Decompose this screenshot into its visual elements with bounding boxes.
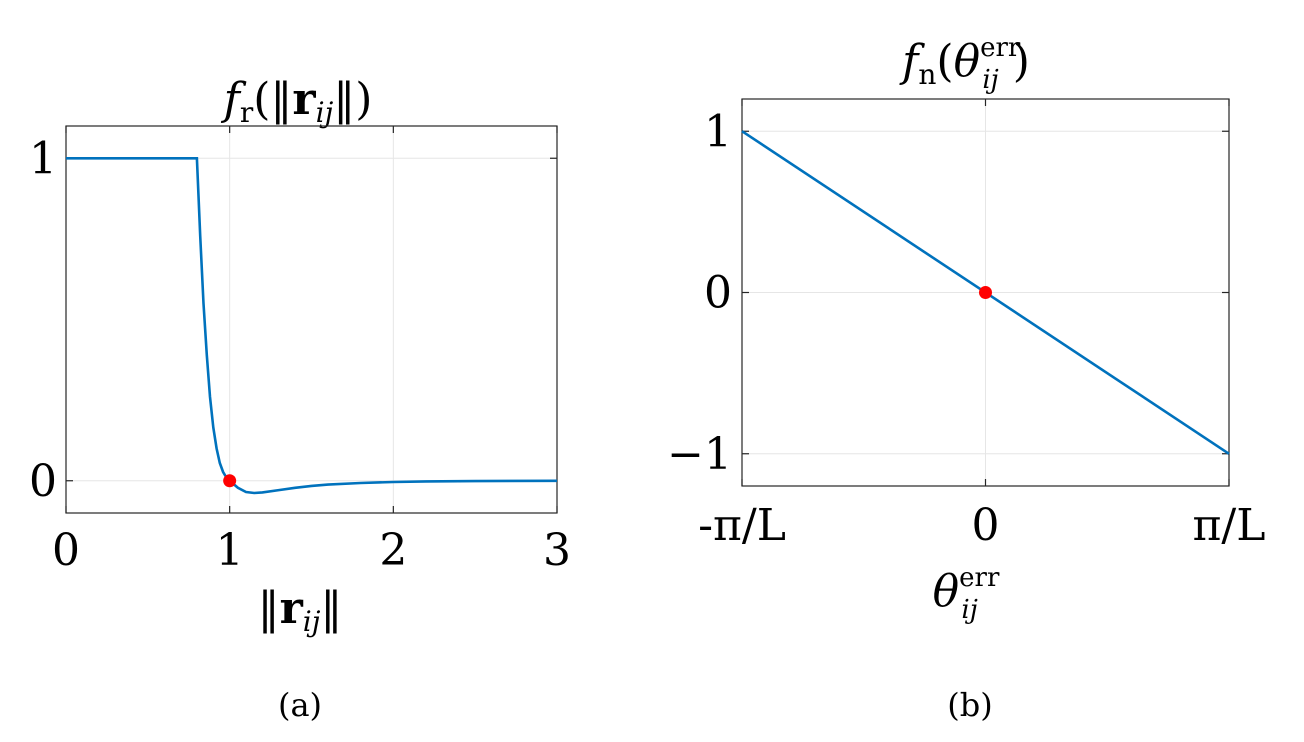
panel-b-ytick-label: −1	[667, 429, 732, 480]
panel-b-caption: (b)	[947, 686, 992, 724]
panel-b-markers	[979, 286, 992, 299]
panel-a-series-line	[66, 157, 558, 495]
panel-b-xtick-label: 0	[972, 500, 1000, 551]
panel-a-grid	[65, 126, 558, 513]
panel-a-xtick-label: 0	[52, 525, 80, 576]
panel-a-ticks	[65, 126, 558, 513]
panel-b-title: fn(θerr ij)	[899, 33, 1030, 95]
panel-a: fr(‖rij‖) 0 1 2 3 0 1 ‖rij‖ (a)	[29, 74, 571, 724]
panel-b-ytick-label: 0	[704, 268, 732, 319]
panel-b: fn(θerr ij) -π/L 0 π/L −1 0 1 θerr ij (b)	[667, 33, 1265, 724]
panel-b-xlabel: θerr ij	[933, 563, 1000, 625]
panel-b-ytick-label: 1	[704, 106, 732, 157]
panel-a-ytick-label: 0	[29, 456, 57, 507]
equilibrium-point-marker	[979, 286, 992, 299]
panel-a-ytick-label: 1	[29, 133, 57, 184]
panel-a-xtick-label: 2	[379, 525, 407, 576]
panel-a-xtick-label: 3	[543, 525, 571, 576]
equilibrium-point-marker	[223, 474, 237, 488]
panel-a-title: fr(‖rij‖)	[221, 74, 373, 129]
panel-a-markers	[223, 474, 237, 488]
panel-b-xtick-label: π/L	[1193, 500, 1266, 551]
panel-a-axes-frame	[65, 125, 558, 514]
panel-a-xtick-label: 1	[216, 525, 244, 576]
panel-b-xtick-label: -π/L	[698, 500, 786, 551]
panel-a-xlabel: ‖rij‖	[258, 583, 343, 638]
panel-a-caption: (a)	[278, 686, 322, 724]
